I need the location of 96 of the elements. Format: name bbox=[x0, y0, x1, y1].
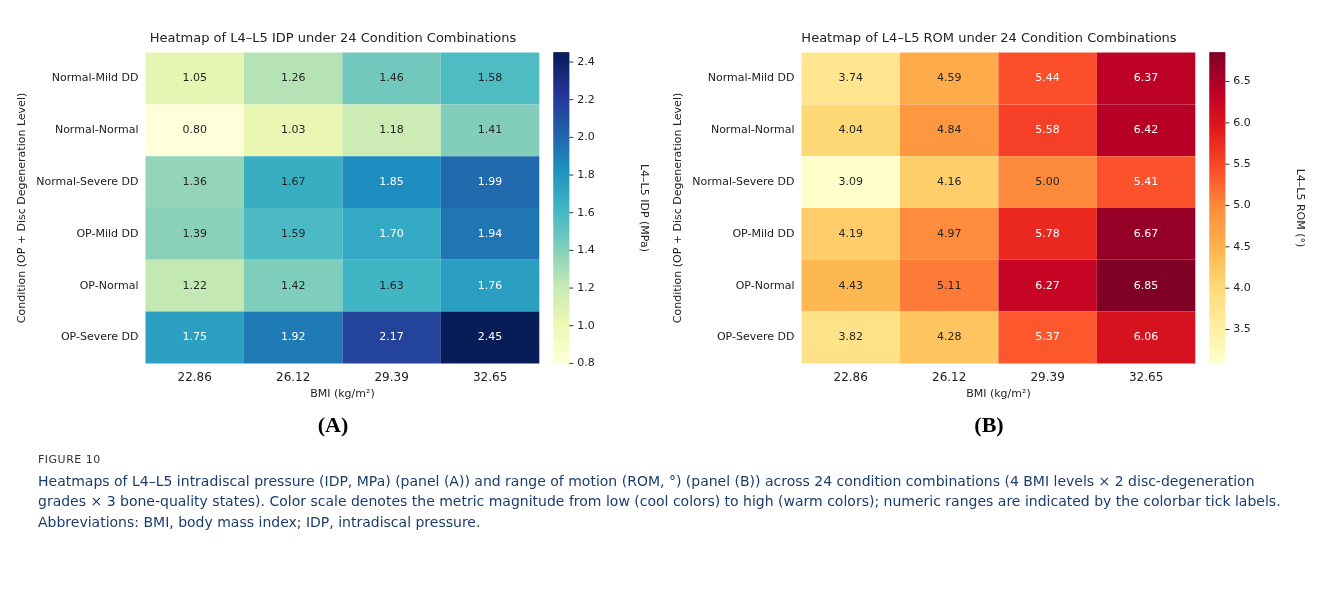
data-label: 1.05 bbox=[182, 71, 207, 85]
data-label: 6.67 bbox=[1133, 226, 1159, 240]
data-label: 1.94 bbox=[477, 226, 503, 240]
color-bar-label: 2.2 bbox=[577, 92, 595, 106]
x-tick-label: 29.39 bbox=[1030, 369, 1065, 384]
color-bar-label: 4.5 bbox=[1233, 239, 1251, 253]
data-label: 1.70 bbox=[379, 226, 404, 240]
x-tick-label: 32.65 bbox=[472, 369, 508, 384]
data-label: 4.97 bbox=[936, 226, 962, 240]
y-axis-title: Condition (OP + Disc Degeneration Level) bbox=[15, 92, 29, 324]
y-tick-label: Normal-Normal bbox=[54, 123, 139, 137]
color-bar-label: 1.0 bbox=[577, 318, 595, 332]
data-label: 1.46 bbox=[379, 71, 404, 85]
x-axis-title: BMI (kg/m²) bbox=[966, 387, 1031, 401]
y-axis-title: Condition (OP + Disc Degeneration Level) bbox=[671, 92, 685, 324]
data-label: 1.39 bbox=[182, 226, 207, 240]
data-label: 1.85 bbox=[379, 174, 404, 188]
data-label: 5.37 bbox=[1035, 330, 1060, 344]
data-label: 6.42 bbox=[1133, 123, 1159, 137]
data-label: 5.58 bbox=[1035, 123, 1060, 137]
data-label: 6.85 bbox=[1133, 278, 1159, 292]
color-bar-title: L4–L5 IDP (MPa) bbox=[637, 163, 651, 253]
data-label: 1.99 bbox=[477, 174, 503, 188]
data-label: 6.27 bbox=[1035, 278, 1060, 292]
data-label: 1.42 bbox=[280, 278, 306, 292]
data-label: 1.63 bbox=[379, 278, 404, 292]
data-label: 1.92 bbox=[280, 330, 306, 344]
color-bar-label: 2.4 bbox=[577, 54, 595, 68]
color-bar-label: 1.2 bbox=[577, 280, 595, 294]
caption: FIGURE 10 bbox=[38, 452, 102, 468]
text: (B) bbox=[973, 412, 1005, 438]
data-label: 3.74 bbox=[838, 71, 863, 85]
y-tick-label: Normal-Severe DD bbox=[36, 174, 139, 188]
data-label: 3.82 bbox=[838, 330, 863, 344]
y-tick-label: Normal-Mild DD bbox=[51, 71, 139, 85]
x-tick-label: 32.65 bbox=[1128, 369, 1164, 384]
x-tick-label: 22.86 bbox=[177, 369, 212, 384]
data-label: 6.06 bbox=[1133, 330, 1159, 344]
data-label: 4.84 bbox=[936, 123, 962, 137]
data-label: 4.16 bbox=[936, 174, 962, 188]
x-tick-label: 22.86 bbox=[833, 369, 868, 384]
text: (A) bbox=[316, 412, 350, 438]
y-tick-label: OP-Normal bbox=[79, 278, 139, 292]
data-label: 5.11 bbox=[936, 278, 962, 292]
chart-title: Heatmap of L4–L5 IDP under 24 Condition Combinations bbox=[149, 30, 517, 46]
data-label: 5.41 bbox=[1133, 174, 1159, 188]
y-tick-label: Normal-Mild DD bbox=[707, 71, 795, 85]
data-label: 4.59 bbox=[936, 71, 962, 85]
data-label: 1.59 bbox=[280, 226, 306, 240]
color-bar-label: 2.0 bbox=[577, 130, 595, 144]
text: Heatmaps of L4–L5 intradiscal pressure (IDP, MPa) (panel (A)) and range of motion (ROM, °) (panel (B)) across 24 condition combinations (4 BMI levels × 2 disc-degeneration grades × 3 bone-quality states). Color scale denotes the metric magnitude from low (cool colors) to high (warm colors); numeric ranges are indicated by the colorbar tick labels. Abbreviations: BMI, body mass index; IDP, intradiscal pressure. bbox=[38, 471, 1282, 532]
data-label: 4.28 bbox=[936, 330, 962, 344]
color-bar-label: 6.0 bbox=[1233, 115, 1251, 129]
x-tick-label: 26.12 bbox=[931, 369, 967, 384]
data-label: 1.36 bbox=[182, 174, 207, 188]
x-tick-label: 26.12 bbox=[275, 369, 311, 384]
color-bar-label: 4.0 bbox=[1233, 281, 1251, 295]
data-label: 3.09 bbox=[838, 174, 863, 188]
color-bar-label: 1.4 bbox=[577, 243, 595, 257]
data-label: 1.03 bbox=[280, 123, 306, 137]
data-label: 2.45 bbox=[477, 330, 503, 344]
data-label: 1.58 bbox=[477, 71, 503, 85]
data-label: 1.67 bbox=[280, 174, 306, 188]
color-bar-title: L4–L5 ROM (°) bbox=[1293, 168, 1307, 248]
data-label: 1.76 bbox=[477, 278, 503, 292]
data-label: 1.75 bbox=[182, 330, 207, 344]
color-bar-label: 6.5 bbox=[1233, 74, 1251, 88]
color-bar-label: 0.8 bbox=[577, 356, 595, 370]
data-label: 4.43 bbox=[838, 278, 863, 292]
y-tick-label: OP-Severe DD bbox=[716, 330, 795, 344]
y-tick-label: OP-Normal bbox=[735, 278, 795, 292]
data-label: 5.44 bbox=[1035, 71, 1060, 85]
x-tick-label: 29.39 bbox=[374, 369, 409, 384]
color-bar-label: 3.5 bbox=[1233, 322, 1251, 336]
data-label: 4.19 bbox=[838, 226, 863, 240]
y-tick-label: OP-Severe DD bbox=[60, 330, 139, 344]
color-bar-label: 1.8 bbox=[577, 167, 595, 181]
data-label: 6.37 bbox=[1133, 71, 1159, 85]
data-label: 5.78 bbox=[1035, 226, 1060, 240]
data-label: 0.80 bbox=[182, 123, 207, 137]
y-tick-label: OP-Mild DD bbox=[732, 226, 795, 240]
x-axis-title: BMI (kg/m²) bbox=[310, 387, 375, 401]
color-bar-label: 5.0 bbox=[1233, 198, 1251, 212]
color-bar-label: 1.6 bbox=[577, 205, 595, 219]
data-label: 1.41 bbox=[477, 123, 503, 137]
data-label: 5.00 bbox=[1035, 174, 1060, 188]
y-tick-label: Normal-Severe DD bbox=[692, 174, 795, 188]
data-label: 1.26 bbox=[280, 71, 306, 85]
data-label: 4.04 bbox=[838, 123, 863, 137]
data-label: 1.22 bbox=[182, 278, 207, 292]
data-label: 1.18 bbox=[379, 123, 404, 137]
y-tick-label: Normal-Normal bbox=[710, 123, 795, 137]
y-tick-label: OP-Mild DD bbox=[76, 226, 139, 240]
color-bar-label: 5.5 bbox=[1233, 157, 1251, 171]
chart-title: Heatmap of L4–L5 ROM under 24 Condition Combinations bbox=[801, 30, 1177, 46]
data-label: 2.17 bbox=[379, 330, 404, 344]
